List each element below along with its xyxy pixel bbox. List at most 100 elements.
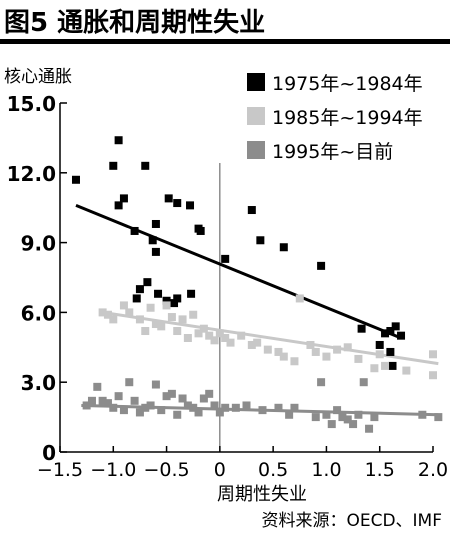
data-point bbox=[357, 324, 366, 333]
data-point bbox=[349, 420, 358, 429]
data-point bbox=[157, 322, 166, 331]
data-point bbox=[386, 327, 395, 336]
data-point bbox=[279, 352, 288, 361]
data-point bbox=[221, 333, 230, 342]
points-layer bbox=[71, 136, 443, 433]
data-point bbox=[215, 329, 224, 338]
data-point bbox=[114, 136, 123, 145]
x-tick-label: 1.0 bbox=[311, 459, 341, 481]
data-point bbox=[173, 327, 182, 336]
data-point bbox=[186, 201, 195, 210]
source-note: 资料来源：OECD、IMF bbox=[261, 511, 442, 531]
data-point bbox=[170, 299, 179, 308]
x-tick-label: 1.5 bbox=[365, 459, 395, 481]
data-point bbox=[221, 254, 230, 263]
data-point bbox=[135, 315, 144, 324]
data-point bbox=[130, 226, 139, 235]
trend-line-0 bbox=[75, 203, 402, 340]
data-point bbox=[429, 350, 437, 359]
data-point bbox=[103, 399, 112, 408]
data-point bbox=[237, 331, 246, 340]
data-point bbox=[256, 236, 265, 245]
data-point bbox=[135, 408, 144, 417]
data-point bbox=[194, 408, 203, 417]
data-point bbox=[354, 410, 363, 419]
data-point bbox=[178, 394, 187, 403]
data-point bbox=[258, 406, 267, 415]
data-point bbox=[132, 294, 141, 303]
x-tick-label: 0.5 bbox=[258, 459, 288, 481]
data-point bbox=[418, 410, 427, 419]
data-point bbox=[311, 347, 320, 356]
data-point bbox=[343, 343, 352, 352]
data-point bbox=[157, 406, 166, 415]
data-point bbox=[151, 247, 160, 256]
data-point bbox=[183, 333, 192, 342]
data-point bbox=[151, 320, 160, 329]
data-point bbox=[164, 194, 173, 203]
x-tick-label: 0 bbox=[214, 459, 226, 481]
data-point bbox=[199, 394, 208, 403]
data-point bbox=[148, 236, 157, 245]
title-rule bbox=[0, 39, 450, 44]
data-point bbox=[109, 315, 118, 324]
data-point bbox=[196, 226, 205, 235]
data-point bbox=[93, 382, 102, 391]
data-point bbox=[173, 410, 182, 419]
data-point bbox=[146, 303, 155, 312]
data-point bbox=[98, 396, 107, 405]
data-point bbox=[199, 324, 208, 333]
data-point bbox=[151, 380, 160, 389]
data-point bbox=[194, 329, 203, 338]
data-point bbox=[311, 413, 320, 422]
data-point bbox=[119, 406, 128, 415]
data-point bbox=[397, 331, 406, 340]
data-point bbox=[162, 296, 171, 305]
data-point bbox=[322, 410, 331, 419]
data-point bbox=[141, 161, 150, 170]
data-point bbox=[338, 413, 347, 422]
y-tick-label: 15.0 bbox=[7, 92, 56, 116]
data-point bbox=[370, 413, 379, 422]
y-tick-label: 9.0 bbox=[21, 232, 56, 256]
data-point bbox=[391, 322, 400, 331]
data-point bbox=[183, 401, 192, 410]
data-point bbox=[173, 199, 182, 208]
data-point bbox=[178, 315, 187, 324]
data-point bbox=[285, 410, 294, 419]
axes-layer bbox=[59, 102, 434, 453]
data-point bbox=[154, 289, 163, 298]
data-point bbox=[151, 219, 160, 228]
data-point bbox=[119, 194, 128, 203]
data-point bbox=[322, 352, 331, 361]
chart-title: 图5 通胀和周期性失业 bbox=[4, 8, 266, 38]
data-point bbox=[388, 361, 397, 370]
data-point bbox=[327, 420, 336, 429]
x-axis-label: 周期性失业 bbox=[217, 484, 307, 505]
data-point bbox=[173, 294, 182, 303]
data-point bbox=[189, 310, 198, 319]
data-point bbox=[114, 201, 123, 210]
data-point bbox=[354, 354, 363, 363]
data-point bbox=[343, 415, 352, 424]
data-point bbox=[205, 389, 214, 398]
data-point bbox=[375, 350, 384, 359]
x-tick-label: 2.0 bbox=[418, 459, 448, 481]
legend-label: 1975年~1984年 bbox=[272, 73, 423, 95]
data-point bbox=[205, 331, 214, 340]
data-point bbox=[143, 278, 152, 287]
data-point bbox=[87, 396, 96, 405]
data-point bbox=[162, 301, 171, 310]
data-point bbox=[98, 308, 107, 317]
data-point bbox=[167, 389, 176, 398]
data-point bbox=[295, 294, 304, 303]
data-point bbox=[274, 347, 283, 356]
data-point bbox=[247, 206, 256, 215]
data-point bbox=[119, 301, 128, 310]
data-point bbox=[189, 403, 198, 412]
data-point bbox=[109, 403, 118, 412]
data-point bbox=[226, 338, 235, 347]
data-point bbox=[365, 424, 374, 433]
y-axis-label: 核心通胀 bbox=[4, 67, 72, 87]
